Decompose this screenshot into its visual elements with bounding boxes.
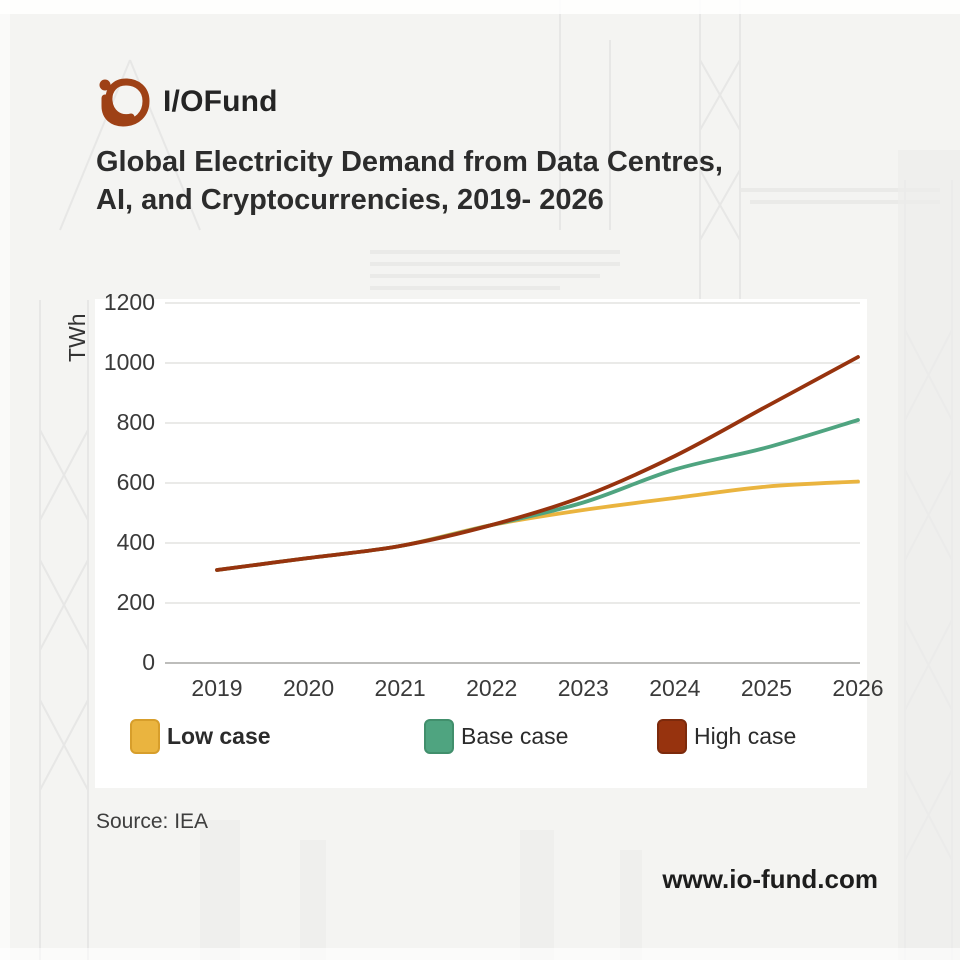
- legend-item-base-case: Base case: [424, 718, 569, 754]
- logo: I/OFund: [96, 76, 278, 128]
- legend-item-low-case: Low case: [130, 718, 271, 754]
- y-axis-unit-label: TWh: [64, 313, 90, 362]
- website-url: www.io-fund.com: [662, 864, 878, 894]
- legend-item-high-case: High case: [657, 718, 797, 754]
- legend-label-high-case: High case: [694, 722, 797, 749]
- chart-card: [95, 299, 867, 788]
- logo-text: I/OFund: [163, 85, 278, 118]
- legend-label-base-case: Base case: [461, 722, 569, 749]
- io-fund-logo-icon: [99, 78, 150, 127]
- source-note: Source: IEA: [96, 810, 209, 833]
- low-case-swatch: [130, 718, 160, 754]
- base-case-swatch: [424, 718, 454, 754]
- chart-title-line1: Global Electricity Demand from Data Cent…: [96, 146, 723, 178]
- high-case-swatch: [657, 718, 687, 754]
- legend-label-low-case: Low case: [167, 722, 271, 749]
- chart-title-line2: AI, and Cryptocurrencies, 2019- 2026: [96, 184, 604, 216]
- chart-title: Global Electricity Demand from Data Cent…: [96, 143, 906, 219]
